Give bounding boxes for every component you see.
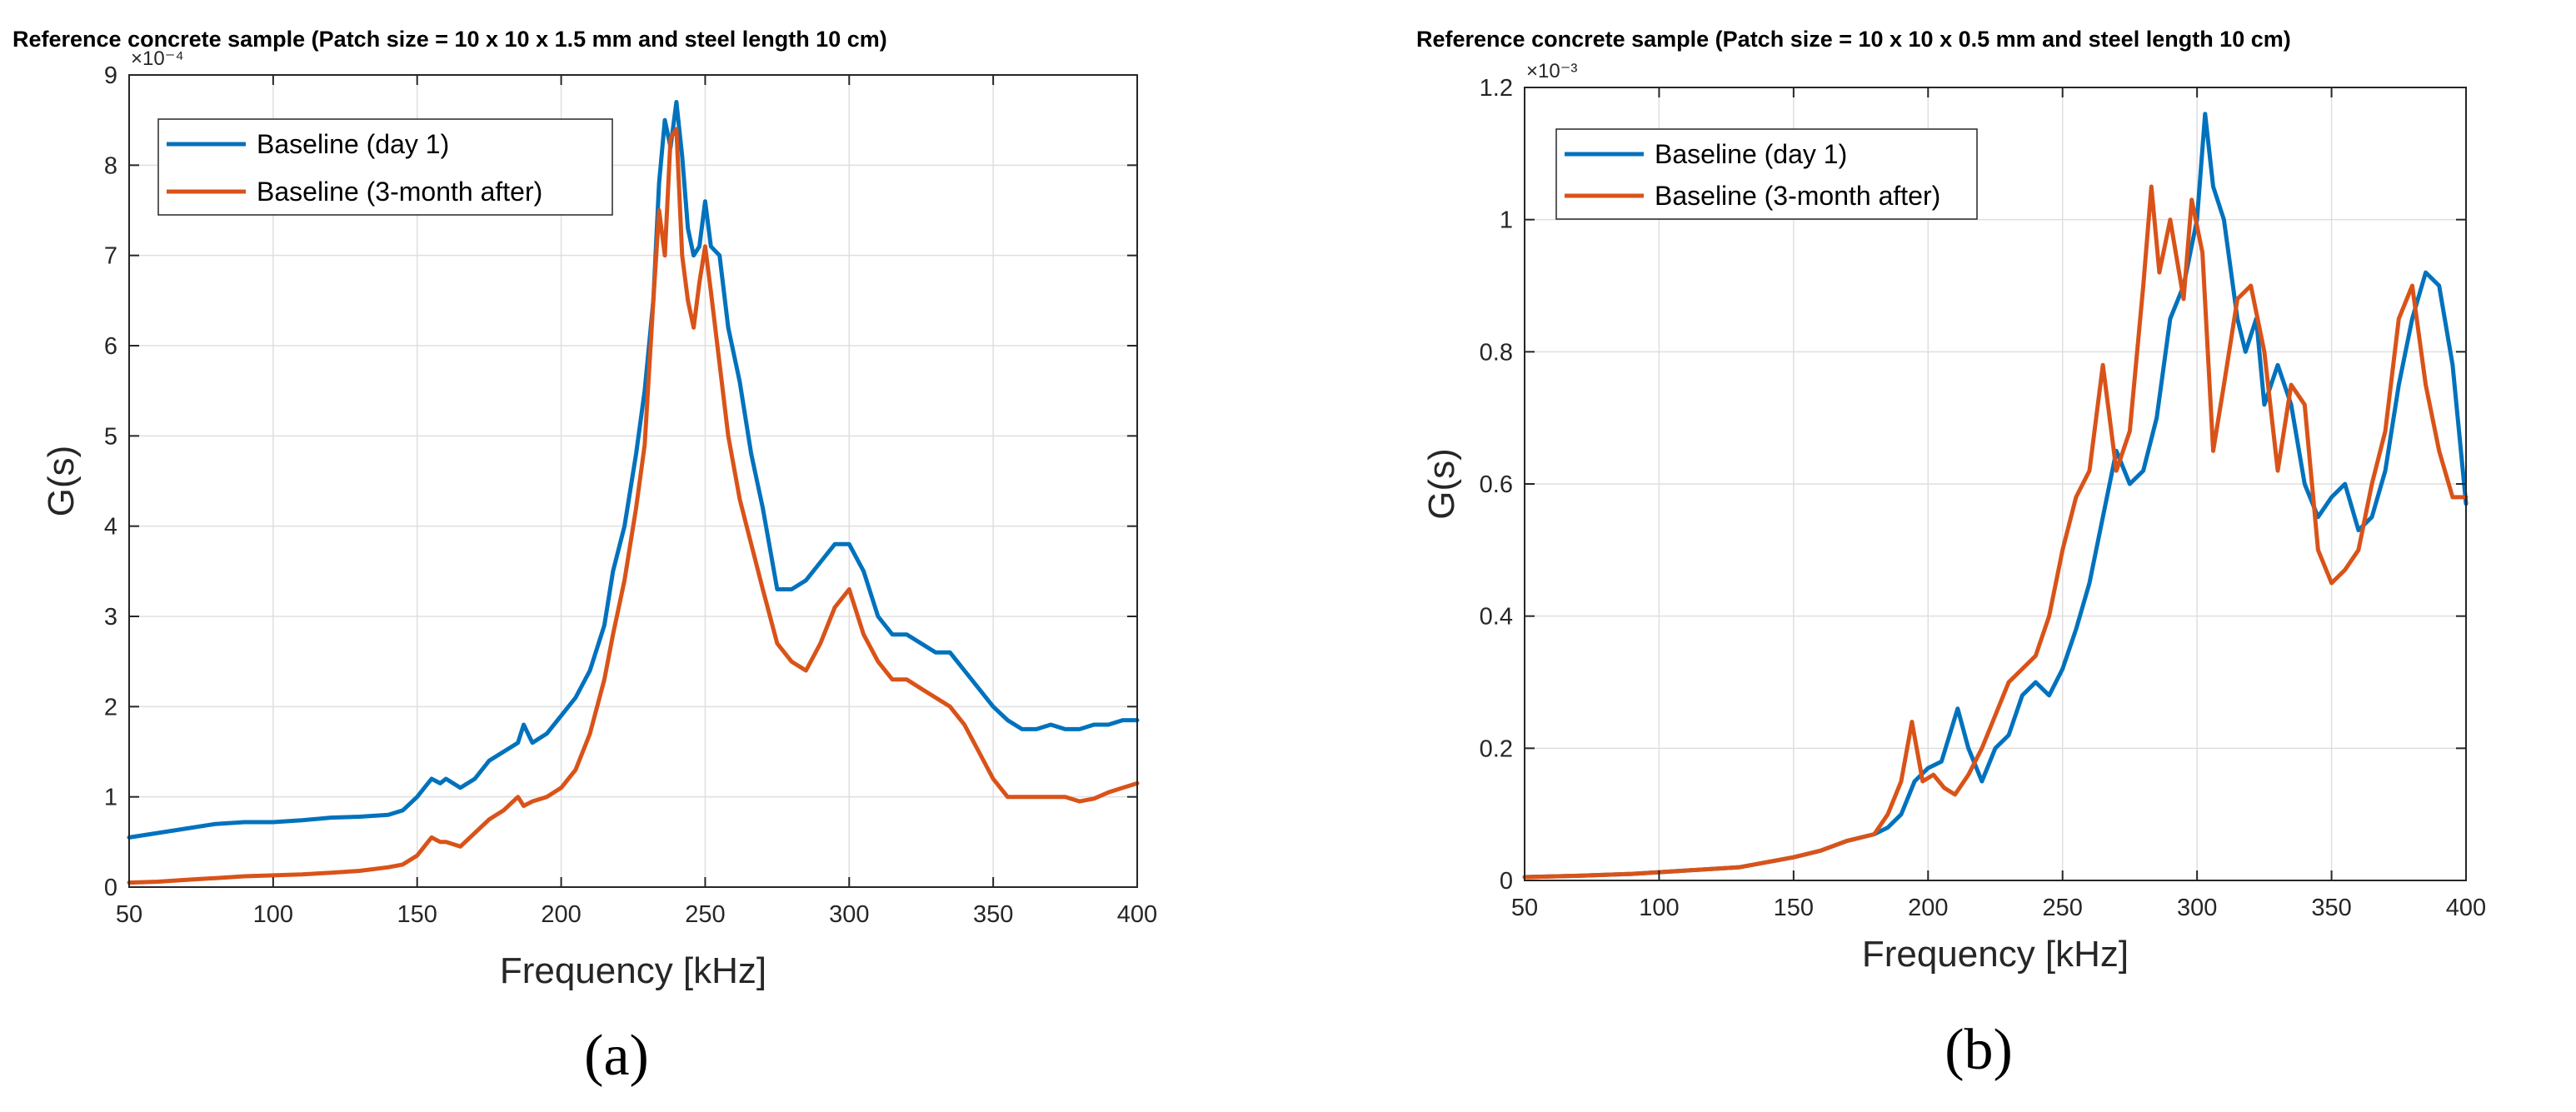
legend: Baseline (day 1) Baseline (3-month after) [1555,128,1978,220]
x-tick-label: 250 [685,901,725,928]
chart-title: Reference concrete sample (Patch size = … [1416,27,2291,52]
chart-panel-a: 50 100 150 200 250 300 350 400 0 1 2 3 4 5 6 7 8 9 ×10⁻⁴Re… [12,27,1157,1088]
legend-box [157,118,613,216]
x-tick-label: 350 [2311,895,2351,921]
y-tick-label: 9 [104,62,117,89]
y-tick-label: 8 [104,152,117,179]
x-tick-label: 300 [2177,895,2217,921]
y-tick-label: 3 [104,604,117,631]
legend-label: Baseline (day 1) [1655,139,1847,169]
y-axis-exponent: ×10⁻⁴ [131,47,184,70]
x-tick-label: 300 [829,901,869,928]
x-tick-label: 150 [397,901,437,928]
y-tick-label: 0 [104,875,117,901]
chart-panel-b: 50 100 150 200 250 300 350 400 0 0.2 0.4 0.6 0.8 1 1.2… [1416,27,2486,1082]
y-tick-label: 1.2 [1480,75,1513,102]
y-axis-exponent: ×10⁻³ [1526,60,1577,82]
x-tick-label: 100 [253,901,293,928]
y-tick-label: 2 [104,694,117,721]
y-tick-label: 0.6 [1480,471,1513,498]
legend: Baseline (day 1) Baseline (3-month after) [157,118,613,216]
y-tick-label: 1 [1500,207,1513,234]
x-tick-label: 100 [1639,895,1679,921]
chart-title: Reference concrete sample (Patch size = … [12,27,887,52]
panel-label: (b) [1944,1018,2013,1082]
y-tick-label: 0.4 [1480,604,1513,631]
x-tick-label: 150 [1774,895,1814,921]
series-line-baseline-3month [127,127,1140,885]
x-tick-label: 400 [1117,901,1157,928]
legend-box [1555,128,1978,220]
y-tick-label: 0.8 [1480,339,1513,366]
axes-frame [128,74,1138,888]
y-axis-label: G(s) [1421,448,1462,520]
x-axis-label: Frequency [kHz] [1862,934,2129,975]
x-axis-label: Frequency [kHz] [500,950,766,991]
series-line-baseline-3month [1522,184,2469,880]
y-tick-label: 0 [1500,868,1513,895]
y-tick-label: 4 [104,514,117,541]
x-tick-label: 350 [973,901,1013,928]
y-tick-label: 6 [104,333,117,360]
panel-label: (a) [584,1024,649,1088]
legend-label: Baseline (3-month after) [1655,181,1940,211]
legend-label: Baseline (day 1) [257,129,449,159]
y-axis-label: G(s) [41,446,82,517]
y-tick-label: 5 [104,423,117,450]
x-tick-label: 50 [116,901,142,928]
x-tick-label: 250 [2043,895,2083,921]
y-tick-label: 0.2 [1480,736,1513,762]
x-tick-label: 200 [541,901,581,928]
series-line-baseline-day1 [1522,112,2469,880]
x-tick-label: 200 [1908,895,1948,921]
x-tick-label: 400 [2446,895,2486,921]
legend-label: Baseline (3-month after) [257,177,542,207]
y-tick-label: 1 [104,785,117,811]
x-tick-label: 50 [1511,895,1538,921]
series-line-baseline-day1 [127,100,1140,840]
y-tick-label: 7 [104,243,117,270]
